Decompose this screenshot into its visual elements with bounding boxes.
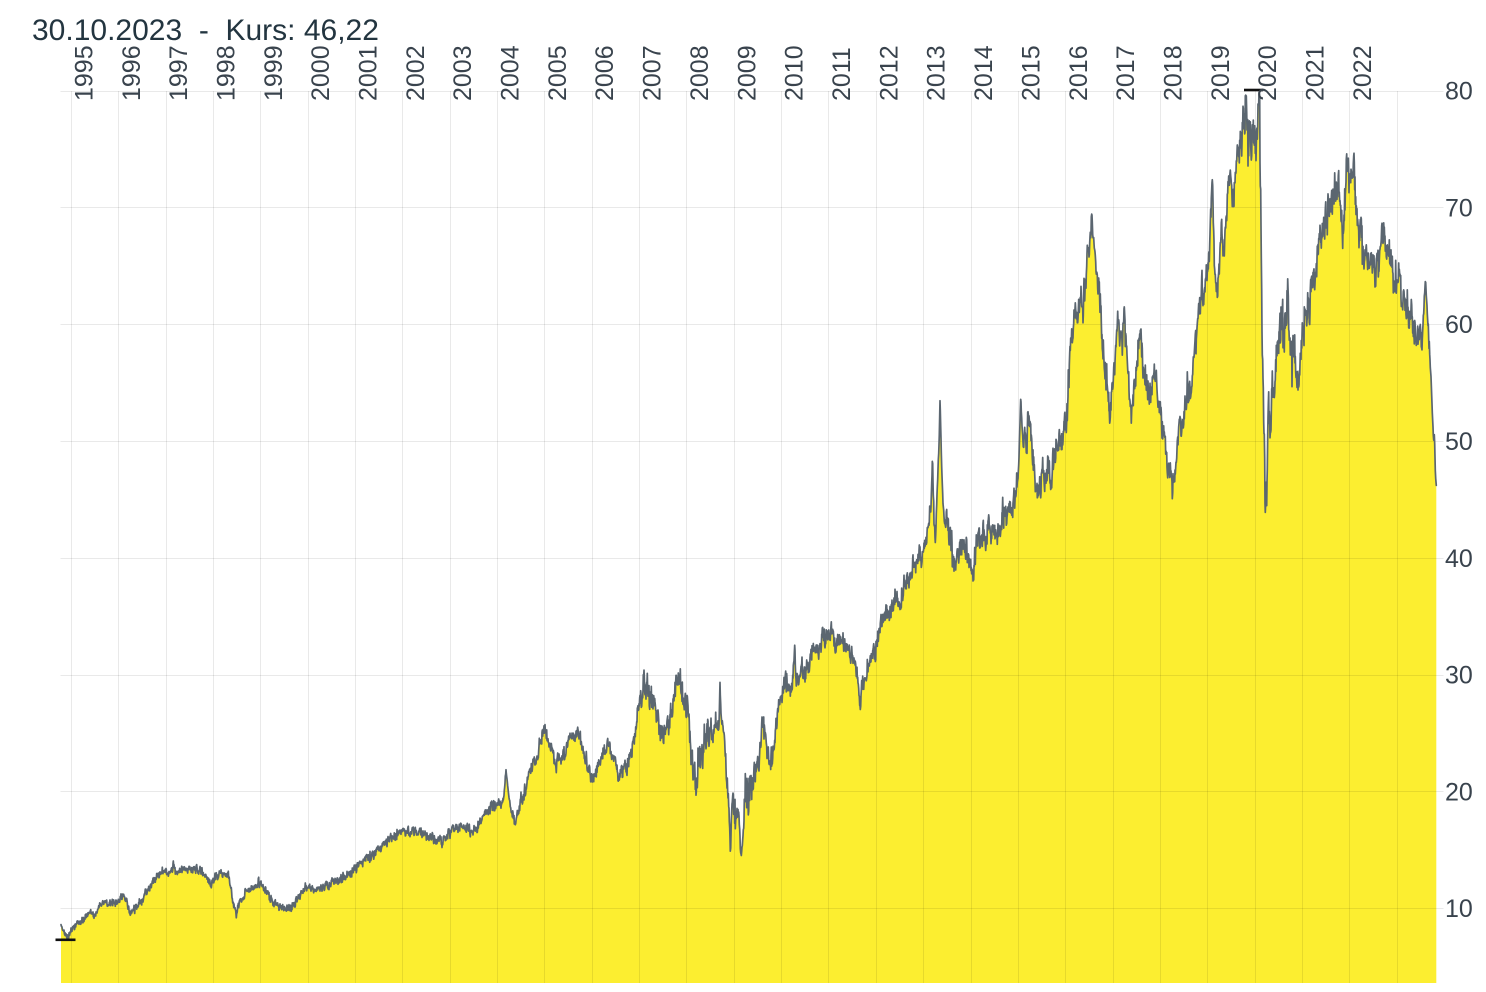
svg-text:2013: 2013 [923,45,951,101]
svg-text:1995: 1995 [70,45,98,101]
svg-text:2002: 2002 [402,45,430,101]
svg-text:2011: 2011 [828,47,856,101]
svg-text:2008: 2008 [686,45,714,101]
svg-text:2022: 2022 [1349,45,1377,101]
svg-text:2001: 2001 [355,45,383,101]
svg-text:60: 60 [1445,311,1473,339]
svg-text:30.10.2023 - Kurs: 46,22: 30.10.2023 - Kurs: 46,22 [32,14,379,47]
svg-text:2018: 2018 [1160,45,1188,101]
svg-text:2017: 2017 [1112,45,1140,101]
svg-text:2020: 2020 [1254,45,1282,101]
svg-text:2005: 2005 [544,45,572,101]
svg-text:2007: 2007 [639,45,667,101]
svg-text:2000: 2000 [307,45,335,101]
svg-text:50: 50 [1445,428,1473,456]
svg-text:2004: 2004 [497,45,525,101]
svg-text:10: 10 [1445,895,1473,923]
svg-text:2009: 2009 [733,45,761,101]
svg-text:80: 80 [1445,78,1473,106]
svg-text:2021: 2021 [1302,45,1330,101]
svg-text:1999: 1999 [260,45,288,101]
svg-text:1997: 1997 [165,45,193,101]
svg-text:2014: 2014 [970,45,998,101]
svg-text:1996: 1996 [118,45,146,101]
svg-text:1998: 1998 [213,45,241,101]
svg-text:30: 30 [1445,662,1473,690]
svg-text:2006: 2006 [591,45,619,101]
svg-text:2012: 2012 [875,45,903,101]
svg-text:2016: 2016 [1065,45,1093,101]
svg-text:2015: 2015 [1017,45,1045,101]
svg-text:2010: 2010 [781,45,809,101]
svg-text:2003: 2003 [449,45,477,101]
svg-text:70: 70 [1445,194,1473,222]
svg-text:20: 20 [1445,778,1473,806]
svg-text:2019: 2019 [1207,45,1235,101]
svg-text:40: 40 [1445,545,1473,573]
